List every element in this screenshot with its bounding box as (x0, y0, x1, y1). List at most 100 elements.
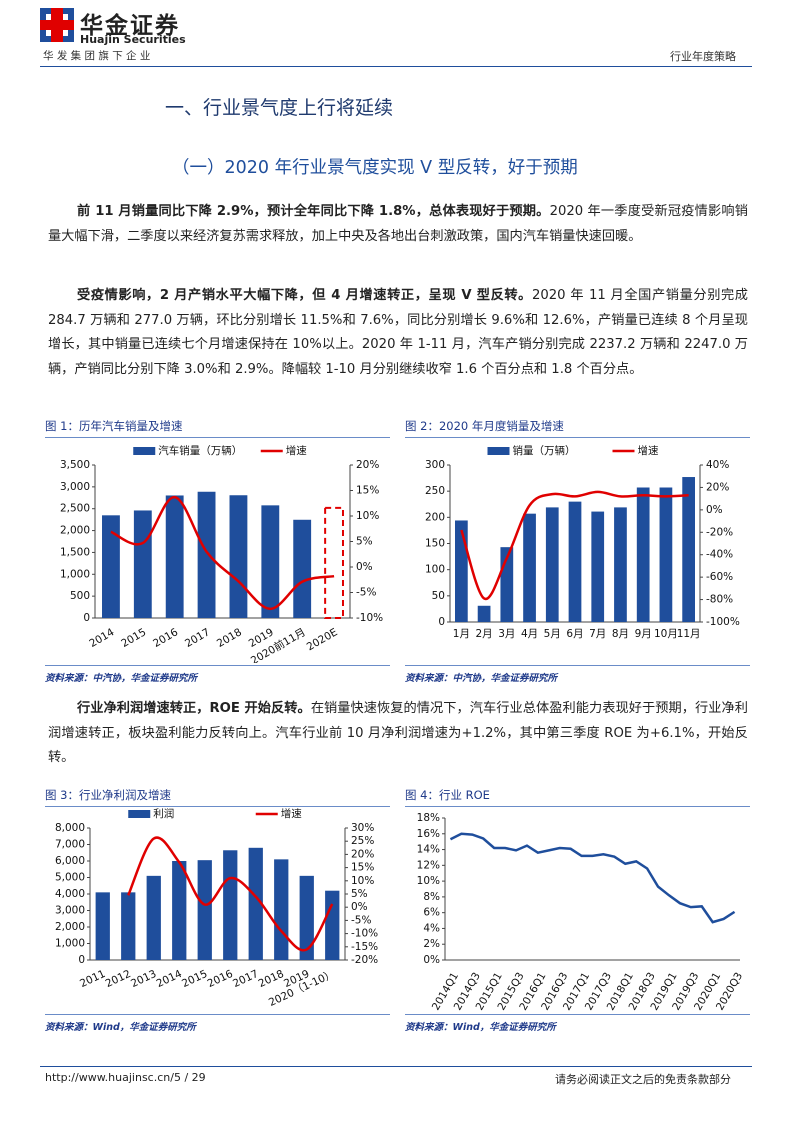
y-tick-label: 2,000 (60, 525, 90, 537)
bar (545, 507, 559, 622)
y-tick-label: 16% (417, 828, 440, 840)
y2-tick-label: -10% (356, 612, 383, 624)
y-tick-label: 4% (423, 922, 440, 934)
group: 华 发 集 团 旗 下 企 业 (43, 50, 151, 62)
bar (568, 501, 582, 622)
bar (121, 892, 136, 960)
y-tick-label: 150 (425, 538, 445, 550)
page-number: 5 / 29 (173, 1071, 206, 1084)
y-tick-label: 0 (78, 954, 85, 966)
y-tick-label: 500 (70, 590, 90, 602)
x-tick-label: 2015 (119, 626, 148, 650)
bar (614, 507, 627, 622)
chart: 0 500 1,000 1,500 2,000 2,500 3,000 3,500 -10% -5… (60, 444, 383, 663)
source: 资料来源：中汽协，华金证券研究所 (45, 665, 390, 684)
bar (455, 520, 468, 622)
bar (325, 890, 340, 960)
caption: 图 2：2020 年月度销量及增速 (405, 418, 750, 438)
y-tick-label: 8% (423, 891, 440, 903)
y-tick-label: 6% (423, 907, 440, 919)
caption: 图 3：行业净利润及增速 (45, 787, 390, 807)
bar (197, 860, 212, 960)
y-tick-label: 4,000 (55, 888, 85, 900)
x-tick-label: 2016 (151, 626, 180, 650)
bar (197, 491, 216, 618)
y-tick-label: 250 (425, 485, 445, 497)
y2-tick-label: 25% (351, 835, 374, 847)
y-tick-label: 2,500 (60, 503, 90, 515)
x-tick-label: 2020E (305, 626, 340, 653)
bar (165, 495, 184, 618)
legend-swatch (487, 447, 510, 455)
x-tick-label: 3月 (498, 628, 515, 640)
y2-tick-label: 20% (356, 459, 379, 471)
y2-tick-label: -40% (706, 549, 733, 561)
line (127, 836, 334, 952)
y-tick-label: 100 (425, 564, 445, 576)
bar (324, 506, 344, 619)
y2-tick-label: 5% (351, 888, 368, 900)
bar (172, 861, 187, 960)
footer-rule (40, 1066, 752, 1067)
y-tick-label: 1,000 (60, 568, 90, 580)
body: 2020 年一季度受新冠疫情影响销量大幅下滑，二季度以来经济复苏需求释放，加上中… (48, 204, 748, 244)
bar (95, 892, 110, 960)
x-tick-label: 6月 (566, 628, 583, 640)
y2-tick-label: 5% (356, 536, 373, 548)
y-tick-label: 18% (417, 812, 440, 824)
y-tick-label: 200 (425, 511, 445, 523)
x-tick-label: 2月 (475, 628, 492, 640)
bar (591, 511, 605, 622)
y-tick-label: 1,500 (60, 546, 90, 558)
chart: 0%2%4%6%8%10%12%14%16%18%2014Q12014Q3201… (417, 812, 746, 1013)
bar (636, 487, 650, 622)
y-tick-label: 10% (417, 875, 440, 887)
y-tick-label: 50 (432, 590, 445, 602)
y-tick-label: 2% (423, 938, 440, 950)
lead: 行业净利润增速转正，ROE 开始反转。 (77, 701, 311, 716)
y2-tick-label: 0% (351, 901, 368, 913)
y2-tick-label: -10% (351, 928, 378, 940)
disclaimer: 请务必阅读正文之后的免责条款部分 (555, 1073, 731, 1086)
legend-label: 销量（万辆） (513, 444, 576, 457)
logo-cn: 华金证券 (80, 13, 180, 39)
x-tick-label: 10月 (654, 628, 678, 640)
bar (299, 875, 314, 960)
url: http://www.huajinsc.cn/ (45, 1071, 174, 1084)
y-tick-label: 3,000 (55, 905, 85, 917)
chart: 0 1,000 2,000 3,000 4,000 5,000 6,000 7,000 8,00… (55, 808, 378, 1008)
y2-tick-label: 0% (356, 561, 373, 573)
x-tick-label: 2014 (87, 626, 116, 650)
source: 资料来源：Wind，华金证券研究所 (405, 1014, 750, 1033)
y2-tick-label: 0% (706, 504, 723, 516)
legend-label: 汽车销量（万辆） (158, 444, 242, 457)
y2-tick-label: -20% (351, 954, 378, 966)
y2-tick-label: 15% (356, 485, 379, 497)
bar (102, 515, 120, 618)
y2-tick-label: -100% (706, 616, 740, 628)
y2-tick-label: 10% (351, 875, 374, 887)
x-tick-label: 4月 (521, 628, 538, 640)
caption: 图 1：历年汽车销量及增速 (45, 418, 390, 438)
bar (659, 487, 673, 622)
y-tick-label: 0% (423, 954, 440, 966)
x-tick-label: 9月 (635, 628, 652, 640)
legend-label: 利润 (153, 808, 174, 820)
x-tick-label: 1月 (453, 628, 470, 640)
line (449, 832, 736, 924)
y-tick-label: 14% (417, 844, 440, 856)
y-tick-label: 12% (417, 859, 440, 871)
y-tick-label: 300 (425, 459, 445, 471)
paragraph: 受疫情影响，2 月产销水平大幅下降，但 4 月增速转正，呈现 V 型反转。202… (48, 284, 748, 382)
subsection-title: （一）2020 年行业景气度实现 V 型反转，好于预期 (172, 158, 578, 178)
y-tick-label: 3,500 (60, 459, 90, 471)
bar (261, 505, 280, 618)
y2-tick-label: -20% (706, 526, 733, 538)
x-tick-label: 2018 (215, 626, 244, 650)
y2-tick-label: 20% (351, 848, 374, 860)
body: 在销量快速恢复的情况下，汽车行业总体盈利能力表现好于预期，行业净利润增速转正，板… (48, 701, 748, 765)
y2-tick-label: 15% (351, 862, 374, 874)
y2-tick-label: 40% (706, 459, 729, 471)
x-tick-label: 8月 (612, 628, 629, 640)
